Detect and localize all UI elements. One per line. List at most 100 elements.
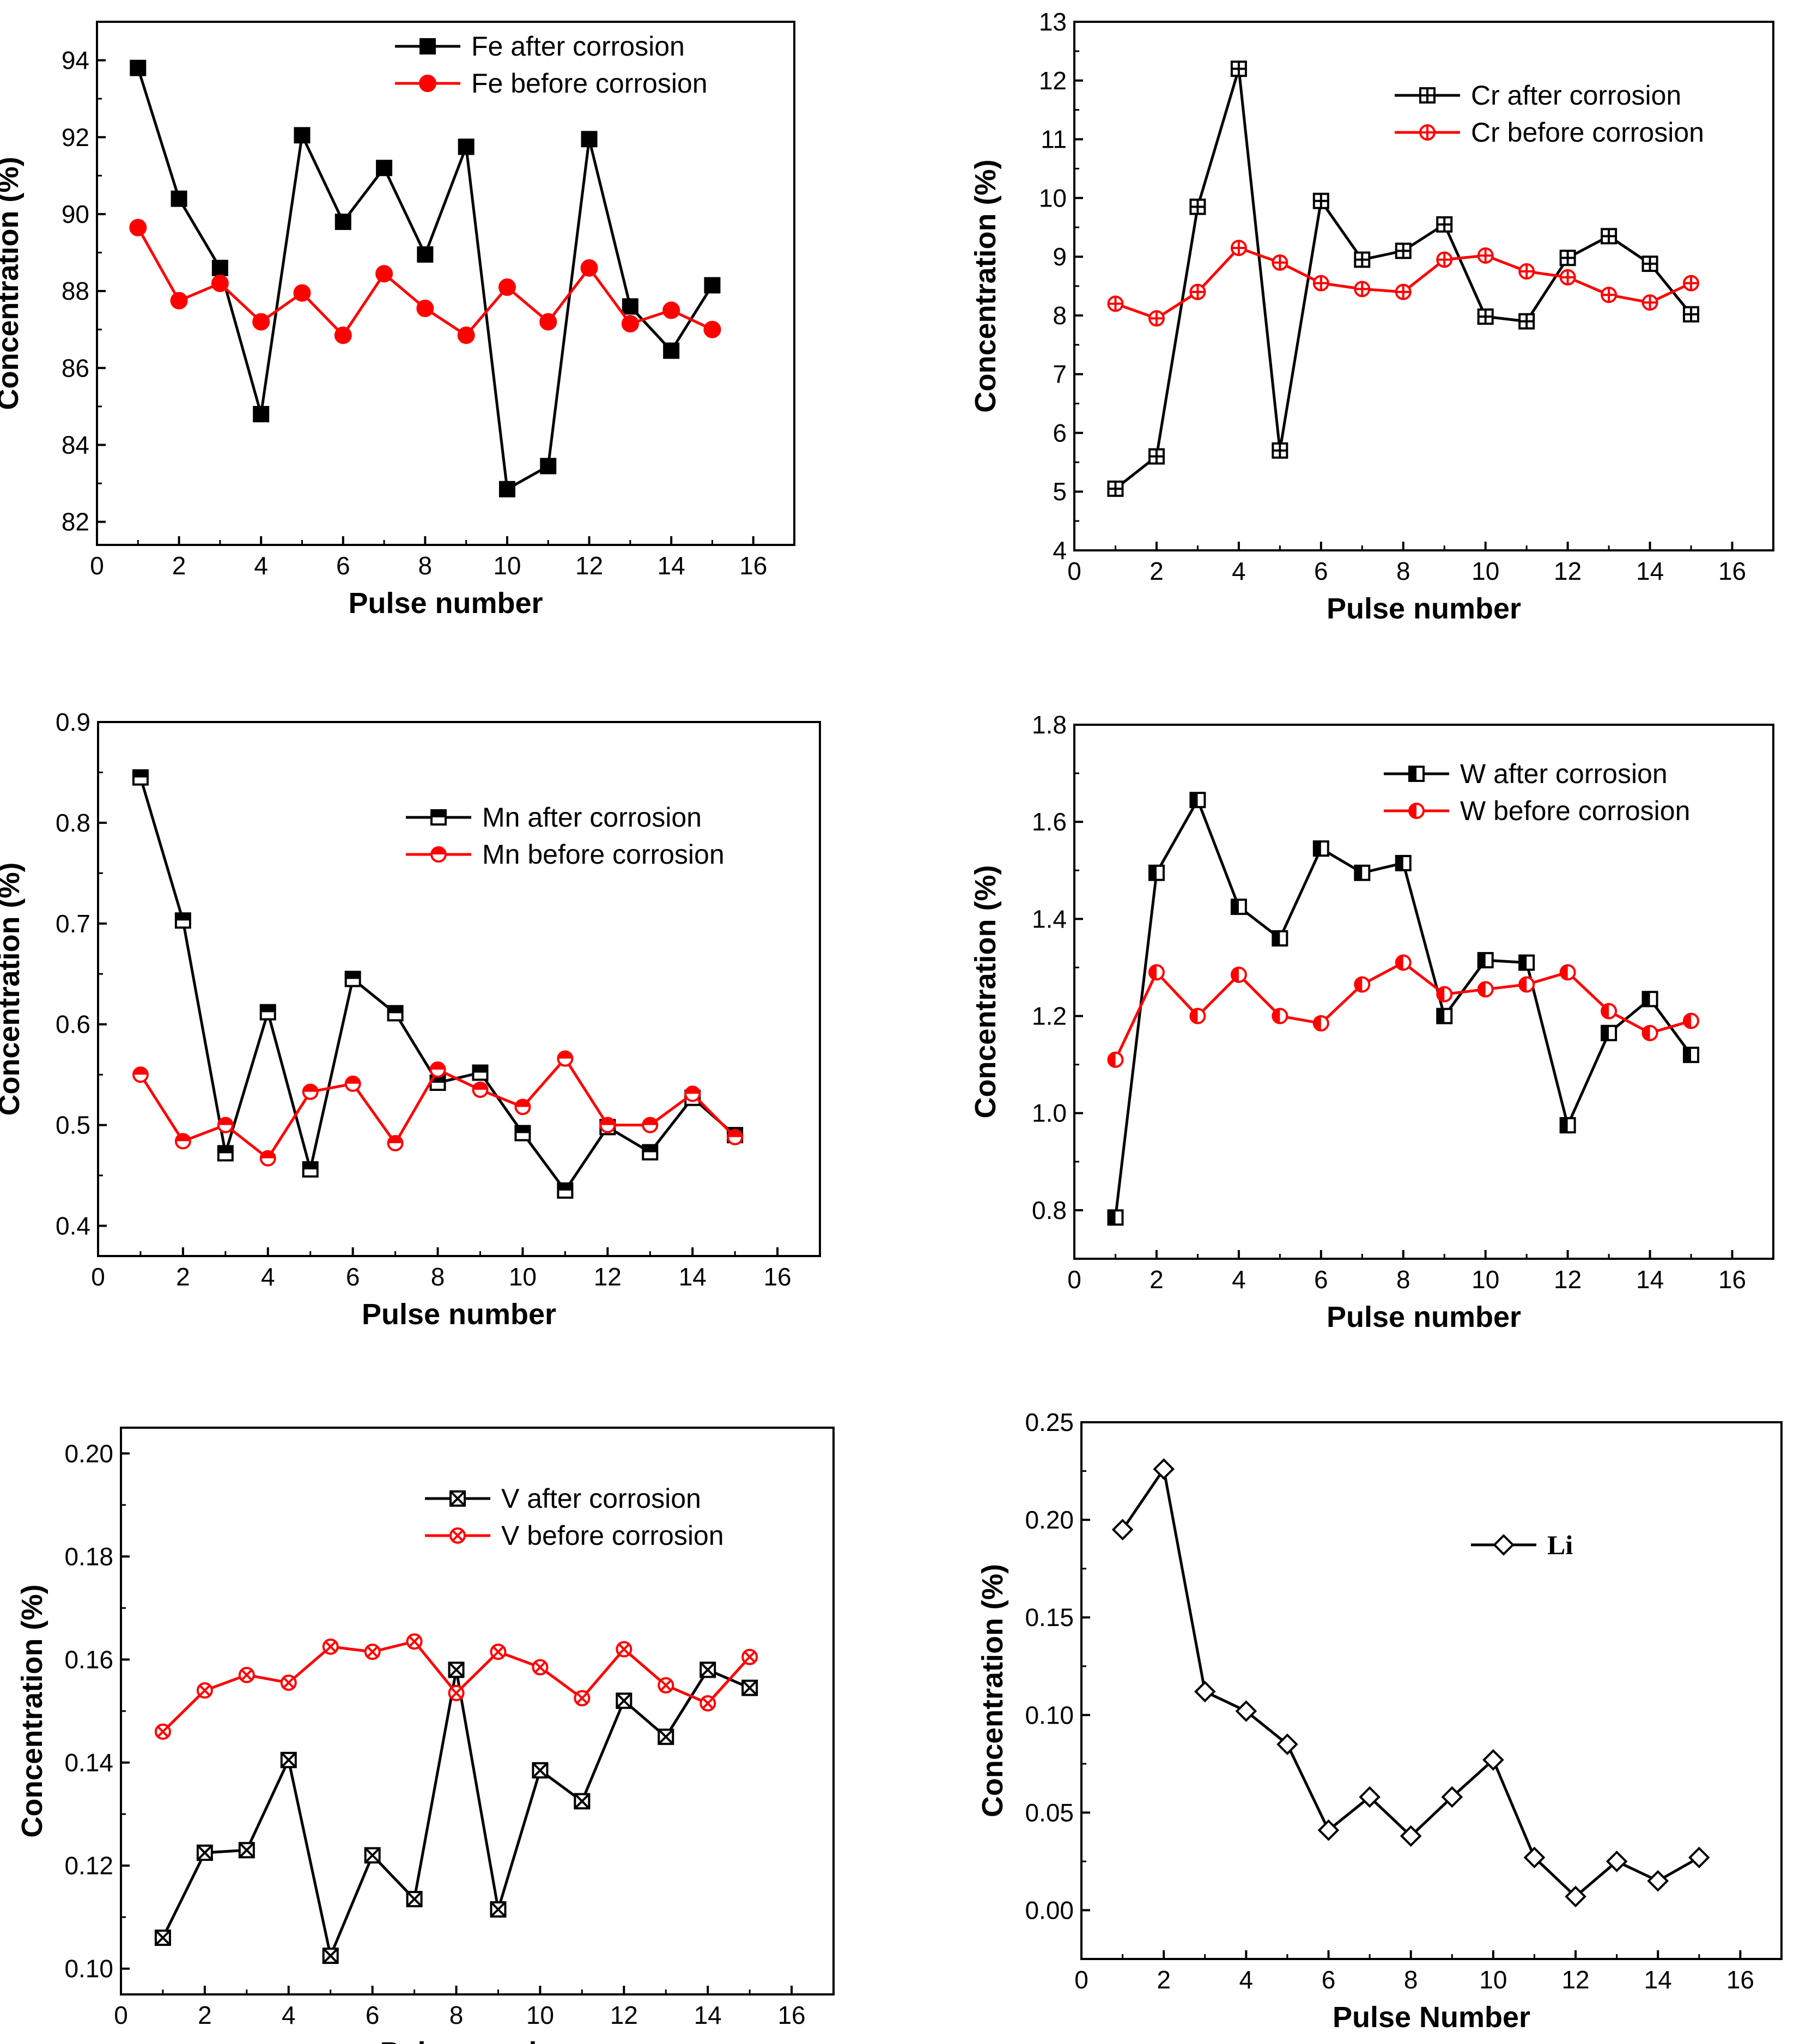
- point-v-before-corrosion-12: [616, 1641, 633, 1658]
- point-cr-before-corrosion-1: [1107, 295, 1124, 312]
- y-axis-label-li: Concentration (%): [976, 1564, 1009, 1817]
- y-tick-label-w-2: 1.2: [1032, 1002, 1067, 1030]
- point-v-before-corrosion-5: [322, 1638, 339, 1655]
- point-v-after-corrosion-3: [238, 1842, 255, 1859]
- point-fe-after-corrosion-9: [458, 138, 475, 155]
- point-v-before-corrosion-10: [532, 1659, 549, 1676]
- legend-label-li: Li: [1547, 1530, 1573, 1560]
- y-tick-label-mn-3: 0.7: [56, 909, 90, 938]
- y-tick-label-fe-0: 82: [62, 508, 89, 536]
- point-v-before-corrosion-11: [574, 1690, 591, 1707]
- point-cr-after-corrosion-12: [1559, 250, 1576, 266]
- x-tick-label-v-8: 16: [777, 2001, 805, 2029]
- x-tick-label-cr-2: 4: [1232, 557, 1246, 585]
- point-mn-before-corrosion-15: [727, 1129, 744, 1145]
- x-tick-label-v-7: 14: [694, 2001, 722, 2029]
- y-tick-label-fe-6: 94: [62, 46, 89, 75]
- y-tick-label-v-1: 0.12: [64, 1852, 113, 1880]
- x-tick-label-w-6: 12: [1554, 1265, 1582, 1294]
- point-li-8: [1400, 1825, 1422, 1847]
- point-mn-before-corrosion-1: [132, 1066, 149, 1083]
- point-fe-after-corrosion-12: [581, 131, 598, 148]
- point-fe-after-corrosion-7: [376, 160, 393, 177]
- point-cr-after-corrosion-2: [1148, 448, 1165, 465]
- point-fe-before-corrosion-10: [498, 278, 516, 296]
- point-mn-before-corrosion-6: [344, 1075, 361, 1092]
- point-cr-after-corrosion-6: [1312, 192, 1329, 209]
- x-tick-label-li-7: 14: [1644, 1966, 1672, 1994]
- y-tick-label-cr-7: 11: [1041, 125, 1067, 154]
- point-v-after-corrosion-5: [322, 1948, 339, 1964]
- y-tick-label-cr-6: 10: [1039, 184, 1067, 212]
- point-mn-before-corrosion-9: [472, 1081, 489, 1098]
- x-tick-label-cr-4: 8: [1396, 557, 1410, 585]
- y-tick-label-v-4: 0.18: [64, 1542, 113, 1570]
- y-tick-label-v-0: 0.10: [64, 1955, 113, 1983]
- point-w-before-corrosion-8: [1395, 954, 1412, 971]
- point-cr-after-corrosion-7: [1354, 251, 1371, 268]
- y-tick-label-w-1: 1.0: [1032, 1099, 1067, 1127]
- point-cr-after-corrosion-10: [1477, 308, 1494, 325]
- y-tick-label-li-3: 0.15: [1025, 1603, 1074, 1631]
- x-tick-label-cr-3: 6: [1314, 557, 1328, 585]
- x-tick-label-li-1: 2: [1157, 1966, 1171, 1994]
- point-fe-before-corrosion-7: [375, 265, 393, 283]
- point-fe-before-corrosion-13: [621, 315, 639, 333]
- point-fe-after-corrosion-5: [294, 127, 311, 144]
- point-v-before-corrosion-2: [196, 1682, 213, 1699]
- point-fe-after-corrosion-3: [211, 259, 228, 276]
- point-mn-before-corrosion-2: [174, 1133, 191, 1150]
- x-tick-label-w-3: 6: [1314, 1265, 1328, 1294]
- y-tick-label-cr-4: 8: [1053, 301, 1067, 330]
- y-tick-label-mn-0: 0.4: [56, 1212, 90, 1240]
- x-tick-label-fe-3: 6: [336, 551, 350, 580]
- point-v-after-corrosion-12: [616, 1693, 633, 1709]
- x-tick-label-fe-0: 0: [90, 551, 104, 580]
- point-cr-after-corrosion-9: [1436, 216, 1453, 233]
- legend-marker-fe-before-corrosion: [419, 75, 436, 92]
- point-w-before-corrosion-12: [1559, 964, 1576, 981]
- point-fe-before-corrosion-14: [662, 301, 680, 319]
- y-tick-label-li-1: 0.05: [1025, 1798, 1074, 1827]
- point-cr-before-corrosion-3: [1189, 283, 1206, 300]
- point-w-before-corrosion-3: [1189, 1008, 1206, 1024]
- x-tick-label-mn-6: 12: [594, 1263, 622, 1291]
- point-fe-after-corrosion-1: [130, 59, 147, 76]
- point-fe-after-corrosion-2: [171, 190, 187, 207]
- point-v-before-corrosion-4: [280, 1675, 297, 1691]
- y-tick-label-w-4: 1.6: [1032, 808, 1067, 836]
- legend-marker-w-after-corrosion: [1408, 766, 1425, 782]
- x-tick-label-mn-4: 8: [431, 1263, 445, 1291]
- point-fe-after-corrosion-15: [704, 277, 721, 294]
- x-tick-label-fe-8: 16: [739, 551, 767, 580]
- point-mn-after-corrosion-1: [132, 769, 149, 786]
- y-tick-label-v-2: 0.14: [64, 1749, 113, 1777]
- legend-label-fe-before-corrosion: Fe before corrosion: [471, 68, 708, 99]
- x-tick-label-mn-0: 0: [91, 1263, 105, 1291]
- legend-marker-mn-after-corrosion: [430, 809, 447, 826]
- point-fe-before-corrosion-12: [580, 259, 598, 277]
- point-fe-before-corrosion-6: [334, 326, 352, 344]
- point-cr-after-corrosion-4: [1230, 60, 1247, 77]
- x-tick-label-cr-5: 10: [1471, 557, 1499, 585]
- point-w-after-corrosion-6: [1312, 840, 1329, 857]
- x-tick-label-mn-3: 6: [346, 1263, 360, 1291]
- y-tick-label-fe-2: 86: [62, 354, 89, 382]
- legend-marker-mn-before-corrosion: [430, 846, 447, 863]
- point-w-before-corrosion-9: [1436, 986, 1453, 1003]
- legend-marker-li: [1493, 1534, 1515, 1556]
- chart-panel-li: 0 2 4 6 8 10 12 14 16 0.00 0.05 0.10 0.15 0.20 0.25 Pul…: [976, 1408, 1783, 2034]
- point-mn-after-corrosion-11: [557, 1182, 574, 1199]
- y-axis-label-v: Concentration (%): [16, 1585, 48, 1838]
- point-mn-before-corrosion-10: [514, 1099, 531, 1115]
- x-tick-label-mn-5: 10: [509, 1263, 537, 1291]
- x-tick-label-fe-6: 12: [575, 551, 603, 580]
- point-cr-before-corrosion-15: [1683, 275, 1700, 292]
- y-tick-label-cr-3: 7: [1053, 360, 1067, 389]
- x-tick-label-fe-7: 14: [658, 551, 685, 580]
- y-tick-label-mn-1: 0.5: [56, 1111, 90, 1139]
- y-tick-label-cr-2: 6: [1053, 418, 1067, 447]
- x-tick-label-li-4: 8: [1404, 1966, 1418, 1994]
- x-tick-label-w-8: 16: [1718, 1265, 1746, 1294]
- point-mn-after-corrosion-6: [344, 971, 361, 987]
